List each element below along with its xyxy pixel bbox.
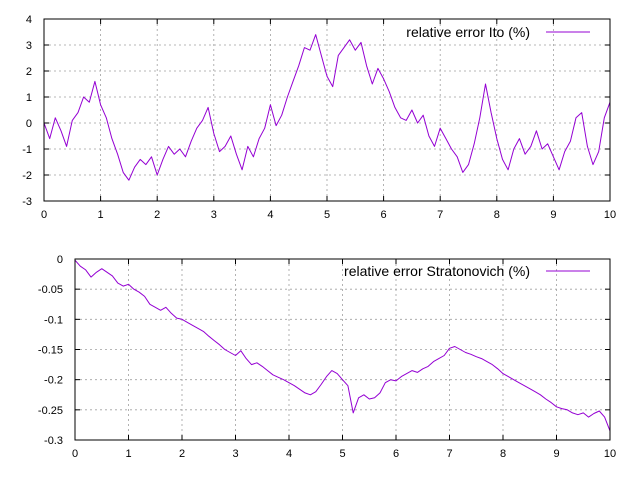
x-tick-label: 6 bbox=[381, 209, 387, 221]
x-tick-label: 10 bbox=[604, 209, 616, 221]
legend-label: relative error Stratonovich (%) bbox=[344, 263, 530, 279]
series-line bbox=[74, 259, 611, 432]
stratonovich-error-panel: 0 1 2 3 4 5 6 7 8 9 10 -0.3 -0.25 -0.2 -0.15 -0.1 -0.05 0… bbox=[38, 254, 616, 460]
x-tick-label: 2 bbox=[154, 209, 160, 221]
y-tick-label: -0.2 bbox=[44, 375, 63, 387]
x-tick-label: 4 bbox=[286, 448, 292, 460]
x-tick-label: 3 bbox=[211, 209, 217, 221]
x-tick-label: 5 bbox=[339, 448, 345, 460]
x-tick-label: 4 bbox=[267, 209, 273, 221]
y-tick-label: 2 bbox=[26, 66, 32, 78]
y-tick-label: -0.05 bbox=[38, 284, 63, 296]
y-tick-label: -0.1 bbox=[44, 314, 63, 326]
y-tick-label: -2 bbox=[22, 170, 32, 182]
y-tick-label: -3 bbox=[22, 196, 32, 208]
x-tick-label: 7 bbox=[446, 448, 452, 460]
legend-label: relative error Ito (%) bbox=[406, 24, 530, 40]
series-line bbox=[43, 34, 611, 181]
x-tick-label: 5 bbox=[324, 209, 330, 221]
y-tick-label: 4 bbox=[26, 14, 32, 26]
x-tick-label: 3 bbox=[232, 448, 238, 460]
y-tick-label: -0.25 bbox=[38, 405, 63, 417]
y-tick-label: 1 bbox=[26, 92, 32, 104]
x-tick-label: 7 bbox=[437, 209, 443, 221]
plot-frame bbox=[74, 258, 611, 441]
x-tick-label: 8 bbox=[500, 448, 506, 460]
y-tick-label: -0.3 bbox=[44, 435, 63, 447]
y-tick-label: -0.15 bbox=[38, 345, 63, 357]
plot-frame bbox=[43, 18, 611, 202]
x-tick-label: 2 bbox=[179, 448, 185, 460]
x-tick-label: 1 bbox=[98, 209, 104, 221]
x-tick-label: 9 bbox=[550, 209, 556, 221]
y-tick-label: 0 bbox=[57, 254, 63, 266]
x-tick-label: 8 bbox=[494, 209, 500, 221]
ito-error-panel: 0 1 2 3 4 5 6 7 8 9 10 -3 -2 -1 0 1 2 3 4 relative error It… bbox=[22, 14, 616, 221]
x-tick-label: 0 bbox=[72, 448, 78, 460]
x-tick-label: 1 bbox=[125, 448, 131, 460]
x-tick-label: 6 bbox=[393, 448, 399, 460]
x-tick-label: 0 bbox=[41, 209, 47, 221]
x-tick-label: 9 bbox=[553, 448, 559, 460]
y-tick-label: 0 bbox=[26, 118, 32, 130]
x-tick-label: 10 bbox=[604, 448, 616, 460]
y-tick-label: -1 bbox=[22, 144, 32, 156]
y-tick-label: 3 bbox=[26, 40, 32, 52]
